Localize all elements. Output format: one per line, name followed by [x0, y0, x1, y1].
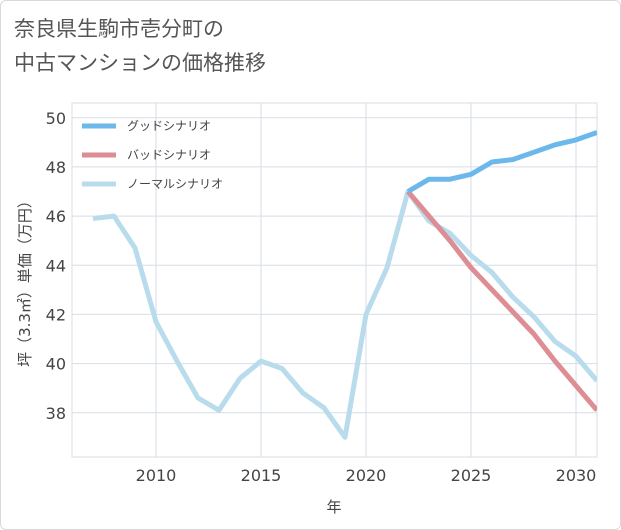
x-tick-labels: 2010 2015 2020 2025 2030 — [136, 466, 597, 485]
series-line-bad — [406, 189, 597, 412]
x-tick-label: 2030 — [556, 466, 597, 485]
x-tick-label: 2020 — [346, 466, 387, 485]
y-tick-label: 40 — [46, 355, 66, 374]
y-axis-label: 坪（3.3㎡）単価（万円） — [16, 193, 34, 367]
series-lines — [92, 130, 597, 440]
legend-label-normal: ノーマルシナリオ — [127, 177, 223, 191]
series-line-good — [406, 130, 597, 194]
y-tick-label: 46 — [46, 207, 66, 226]
series-line-normal — [92, 189, 597, 440]
y-tick-label: 50 — [46, 109, 66, 128]
chart-title-line-1: 奈良県生駒市壱分町の — [14, 17, 224, 41]
legend-label-bad: バッドシナリオ — [127, 148, 211, 162]
chart-title-line-2: 中古マンションの価格推移 — [14, 51, 266, 75]
y-tick-label: 38 — [46, 404, 66, 423]
legend-label-good: グッドシナリオ — [127, 119, 211, 133]
y-tick-label: 44 — [46, 256, 66, 275]
x-tick-label: 2015 — [241, 466, 282, 485]
x-tick-label: 2025 — [451, 466, 492, 485]
x-axis-label: 年 — [326, 498, 341, 516]
y-tick-label: 42 — [46, 305, 66, 324]
y-tick-labels: 38 40 42 44 46 48 50 — [46, 109, 66, 423]
y-tick-label: 48 — [46, 158, 66, 177]
grid-lines — [72, 103, 597, 457]
chart-title: 奈良県生駒市壱分町の 中古マンションの価格推移 — [14, 12, 434, 80]
x-tick-label: 2010 — [136, 466, 177, 485]
